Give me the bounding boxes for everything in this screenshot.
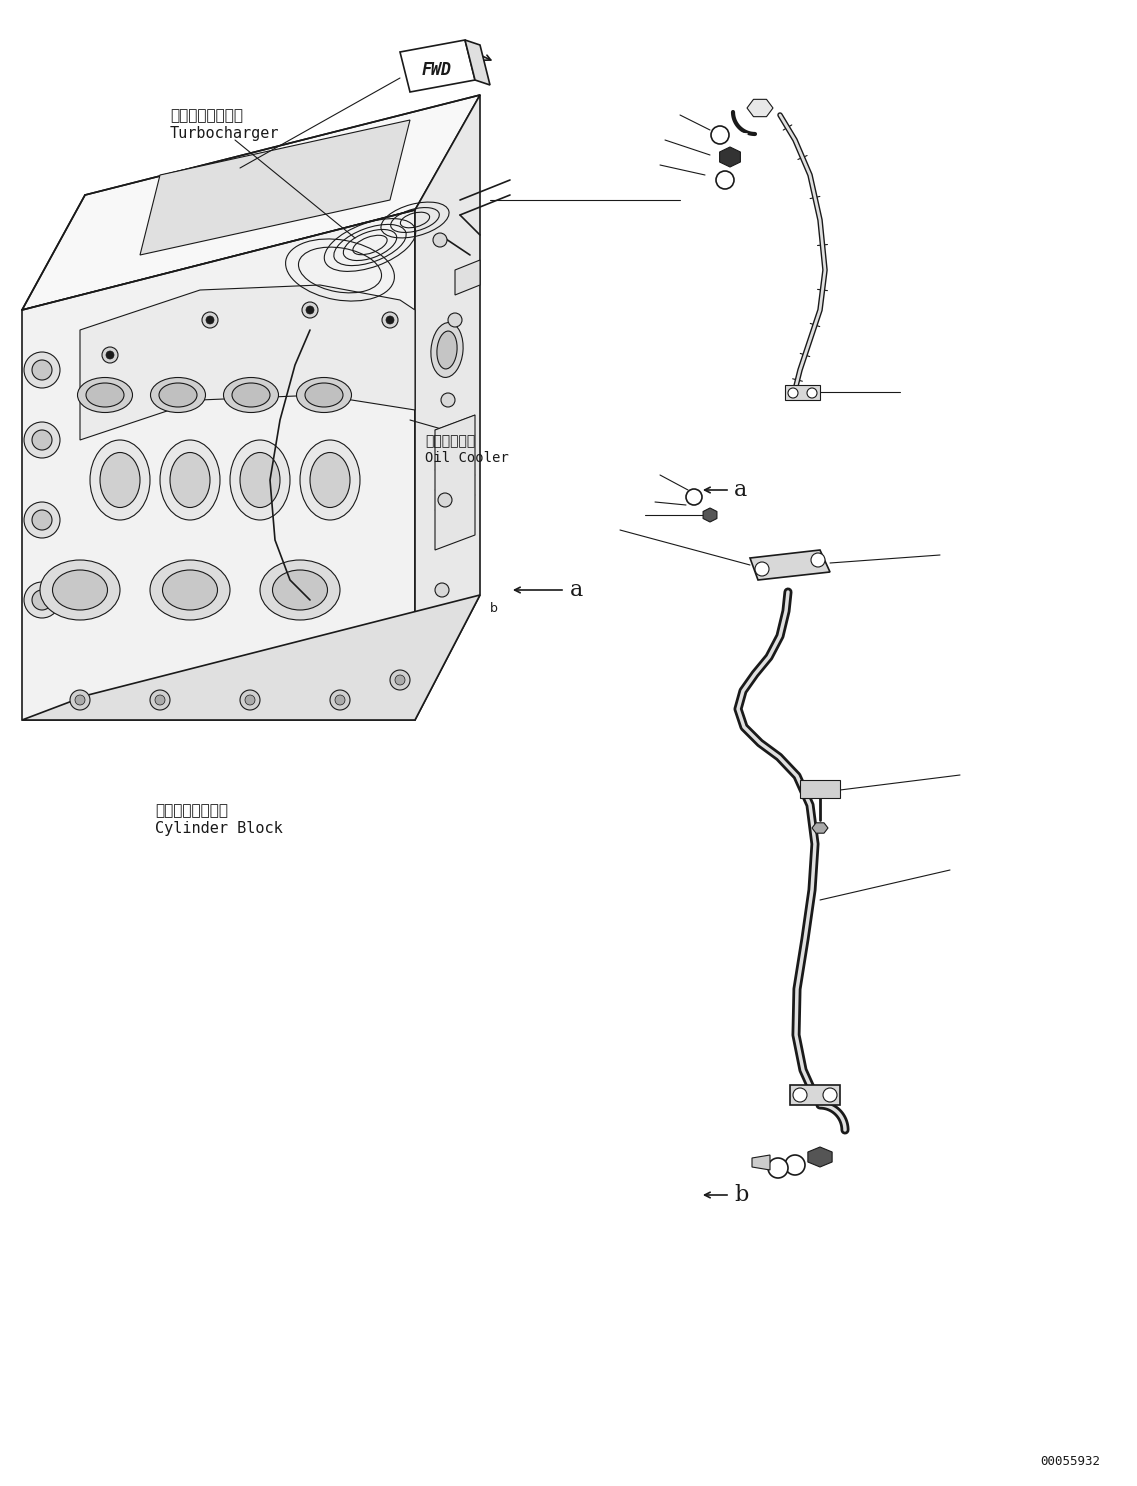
Polygon shape: [400, 40, 475, 92]
Circle shape: [755, 562, 769, 577]
Circle shape: [441, 392, 455, 407]
Ellipse shape: [163, 571, 217, 609]
Circle shape: [711, 126, 729, 144]
Polygon shape: [812, 823, 828, 834]
Circle shape: [435, 583, 449, 597]
Ellipse shape: [437, 331, 457, 369]
Circle shape: [24, 422, 60, 458]
Text: ターボチャージャ: ターボチャージャ: [171, 108, 243, 123]
Ellipse shape: [100, 453, 140, 508]
Circle shape: [792, 1088, 807, 1103]
Text: オイルクーラ: オイルクーラ: [425, 434, 475, 447]
Circle shape: [390, 670, 410, 690]
Ellipse shape: [90, 440, 150, 520]
Ellipse shape: [273, 571, 327, 609]
Circle shape: [32, 429, 52, 450]
Circle shape: [686, 489, 702, 505]
Ellipse shape: [431, 322, 463, 377]
Text: b: b: [490, 602, 498, 615]
Polygon shape: [435, 415, 475, 550]
Circle shape: [448, 314, 462, 327]
Ellipse shape: [300, 440, 360, 520]
Ellipse shape: [171, 453, 210, 508]
Circle shape: [75, 695, 85, 704]
Circle shape: [335, 695, 345, 704]
Circle shape: [433, 233, 447, 247]
Polygon shape: [22, 210, 415, 721]
Circle shape: [385, 317, 395, 324]
Circle shape: [102, 348, 118, 363]
Text: Turbocharger: Turbocharger: [171, 126, 280, 141]
Polygon shape: [808, 1147, 832, 1167]
Circle shape: [24, 502, 60, 538]
Circle shape: [395, 675, 405, 685]
Circle shape: [811, 553, 825, 568]
Ellipse shape: [240, 453, 280, 508]
Circle shape: [382, 312, 398, 328]
Circle shape: [106, 351, 114, 360]
Text: Cylinder Block: Cylinder Block: [155, 820, 283, 837]
Ellipse shape: [150, 560, 230, 620]
Ellipse shape: [160, 440, 219, 520]
Ellipse shape: [150, 377, 206, 413]
Ellipse shape: [310, 453, 350, 508]
Circle shape: [716, 171, 735, 189]
Ellipse shape: [52, 571, 108, 609]
Circle shape: [302, 302, 318, 318]
Circle shape: [306, 306, 314, 314]
Polygon shape: [752, 1155, 770, 1169]
Circle shape: [244, 695, 255, 704]
Ellipse shape: [77, 377, 133, 413]
Circle shape: [155, 695, 165, 704]
Ellipse shape: [159, 383, 197, 407]
Circle shape: [767, 1158, 788, 1178]
Polygon shape: [80, 285, 415, 440]
Circle shape: [202, 312, 218, 328]
Polygon shape: [22, 95, 480, 311]
Polygon shape: [703, 508, 717, 522]
Circle shape: [785, 1155, 805, 1175]
Ellipse shape: [40, 560, 121, 620]
Circle shape: [240, 690, 260, 710]
Circle shape: [24, 352, 60, 388]
Text: FWD: FWD: [422, 61, 453, 79]
Ellipse shape: [305, 383, 343, 407]
Ellipse shape: [230, 440, 290, 520]
Circle shape: [807, 388, 818, 398]
Circle shape: [70, 690, 90, 710]
Circle shape: [32, 360, 52, 380]
Text: b: b: [735, 1184, 748, 1207]
Polygon shape: [455, 260, 480, 296]
Polygon shape: [720, 147, 740, 166]
Text: 00055932: 00055932: [1040, 1455, 1099, 1468]
Ellipse shape: [260, 560, 340, 620]
Polygon shape: [750, 550, 830, 580]
Circle shape: [206, 317, 214, 324]
Polygon shape: [747, 100, 773, 117]
Polygon shape: [415, 95, 480, 721]
Ellipse shape: [224, 377, 279, 413]
Circle shape: [150, 690, 171, 710]
Text: a: a: [735, 478, 747, 501]
Ellipse shape: [86, 383, 124, 407]
Text: Oil Cooler: Oil Cooler: [425, 450, 508, 465]
Circle shape: [823, 1088, 837, 1103]
Polygon shape: [800, 780, 840, 798]
Polygon shape: [790, 1085, 840, 1106]
Circle shape: [24, 583, 60, 618]
Circle shape: [32, 510, 52, 531]
Polygon shape: [22, 594, 480, 721]
Text: シリンダブロック: シリンダブロック: [155, 802, 229, 817]
Polygon shape: [785, 385, 820, 400]
Circle shape: [32, 590, 52, 609]
Polygon shape: [140, 120, 410, 256]
Circle shape: [438, 493, 453, 507]
Polygon shape: [465, 40, 490, 85]
Circle shape: [788, 388, 798, 398]
Ellipse shape: [297, 377, 351, 413]
Text: a: a: [570, 580, 583, 600]
Ellipse shape: [232, 383, 269, 407]
Circle shape: [330, 690, 350, 710]
